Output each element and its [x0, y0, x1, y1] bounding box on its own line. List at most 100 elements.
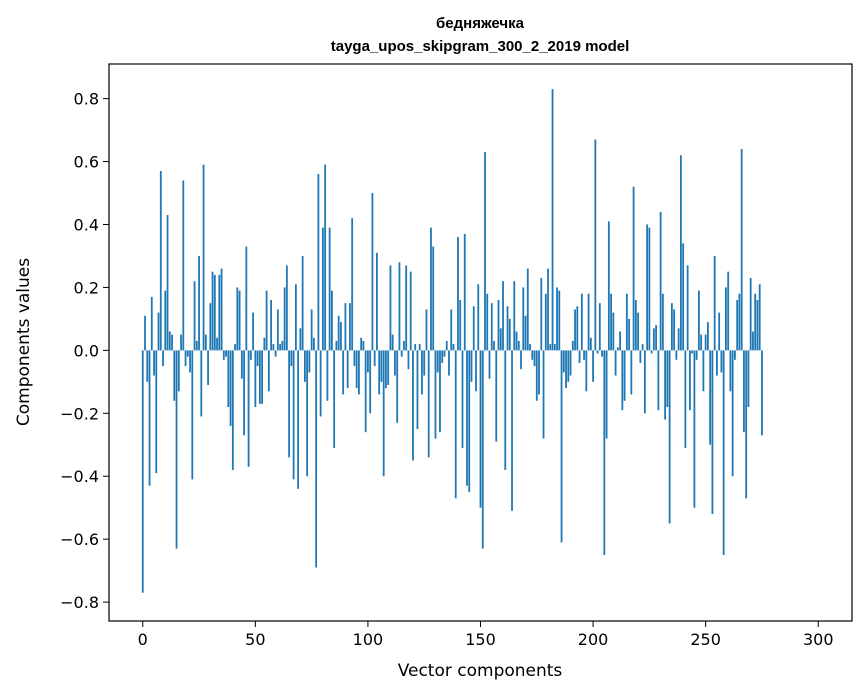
bar	[605, 350, 608, 439]
bar	[317, 174, 320, 351]
bar	[625, 293, 628, 351]
bar	[650, 350, 653, 354]
bar	[443, 350, 446, 357]
bar	[182, 180, 185, 351]
bar	[639, 350, 642, 363]
y-tick-label: 0.8	[74, 90, 99, 109]
bar	[427, 350, 430, 458]
bar	[722, 350, 725, 555]
bar	[547, 268, 549, 351]
bar	[488, 350, 491, 379]
bar	[416, 350, 419, 430]
bar	[445, 340, 448, 351]
bar	[677, 328, 680, 351]
bar	[175, 350, 178, 549]
bar	[619, 331, 621, 351]
y-tick-label: 0.2	[74, 278, 99, 297]
y-tick-label: 0.6	[74, 153, 99, 172]
bar	[511, 350, 513, 511]
bar	[283, 287, 286, 351]
bar	[344, 303, 347, 351]
bar	[184, 350, 187, 367]
bar	[202, 164, 205, 351]
bar	[252, 312, 254, 351]
y-axis: −0.8 −0.6 −0.4 −0.2 0.0 0.2 0.4 0.6 0.8	[60, 90, 109, 612]
bar	[736, 300, 739, 351]
bar	[209, 303, 212, 351]
bar	[535, 350, 538, 401]
bar	[614, 350, 617, 376]
bar	[752, 331, 754, 351]
bar	[729, 350, 732, 392]
bar	[731, 350, 734, 477]
bar	[556, 287, 558, 351]
bar	[360, 337, 363, 351]
bar	[312, 337, 315, 351]
bar	[256, 350, 259, 367]
bar	[407, 350, 410, 370]
bar	[195, 340, 198, 351]
bar	[709, 350, 712, 445]
bar	[522, 287, 525, 351]
bar	[382, 350, 385, 477]
bar	[412, 350, 414, 461]
bar	[294, 284, 297, 351]
bar	[355, 350, 358, 389]
bar	[673, 309, 676, 351]
bar	[220, 268, 223, 351]
bar	[200, 350, 203, 417]
bar	[279, 344, 282, 351]
bar	[754, 293, 757, 351]
bar	[166, 215, 169, 351]
bar	[756, 300, 759, 351]
bar	[409, 271, 412, 351]
bar	[270, 300, 273, 351]
bar	[504, 350, 507, 470]
bar	[267, 350, 270, 392]
bar	[385, 350, 387, 389]
bar	[612, 312, 615, 351]
bar	[421, 350, 423, 395]
bar	[229, 350, 232, 426]
bar	[441, 350, 444, 363]
bar	[353, 350, 356, 367]
bar	[146, 350, 149, 382]
bar	[351, 218, 354, 351]
bar	[299, 328, 302, 351]
bar	[308, 350, 311, 373]
bar	[328, 227, 331, 351]
bar	[454, 350, 457, 499]
bar	[657, 350, 660, 411]
bar	[515, 331, 518, 351]
bar	[342, 350, 345, 395]
bar	[452, 344, 455, 351]
bar	[517, 340, 520, 351]
bar	[718, 312, 721, 351]
bar	[743, 350, 745, 433]
bar	[321, 227, 324, 351]
bar	[533, 350, 536, 367]
bar	[394, 350, 396, 376]
bar	[466, 350, 468, 486]
chart-title: бедняжечка	[436, 15, 525, 32]
bar	[398, 262, 401, 351]
bar	[603, 350, 606, 555]
bar	[364, 350, 367, 433]
bar	[716, 350, 718, 376]
bar	[193, 281, 196, 351]
bar	[761, 350, 763, 436]
bar	[319, 350, 322, 417]
bar	[727, 271, 730, 351]
bar	[470, 350, 473, 382]
bar	[648, 227, 651, 351]
bar	[358, 350, 360, 395]
bar	[499, 328, 502, 351]
bar	[481, 350, 484, 549]
bar	[598, 303, 601, 351]
x-tick-label: 200	[578, 630, 609, 649]
bar	[531, 350, 534, 360]
bar	[758, 284, 761, 351]
bar	[234, 344, 236, 351]
bar	[695, 350, 698, 360]
bar	[513, 281, 516, 351]
